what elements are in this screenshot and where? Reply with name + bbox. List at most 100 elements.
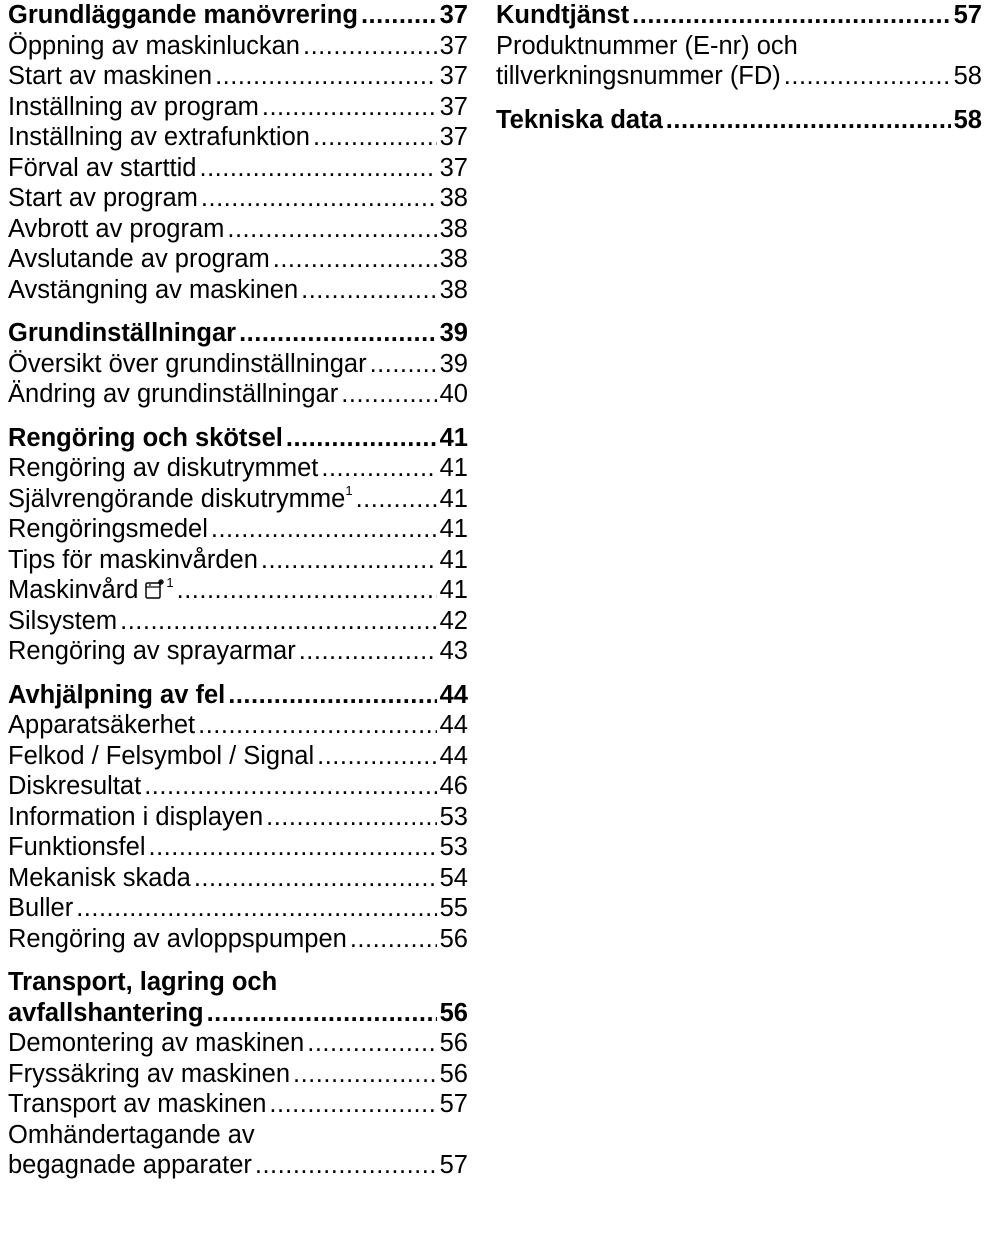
toc-heading-label: Grundläggande manövrering (8, 1, 358, 29)
toc-entry[interactable]: Start av program 38 (8, 183, 468, 214)
toc-entry-line: Produktnummer (E-nr) och (496, 31, 798, 60)
toc-entry[interactable]: Apparatsäkerhet 44 (8, 710, 468, 741)
toc-entry[interactable]: Förval av starttid 37 (8, 153, 468, 184)
toc-entry[interactable]: Inställning av extrafunktion 37 (8, 122, 468, 153)
toc-entry[interactable]: Rengöringsmedel 41 (8, 514, 468, 545)
toc-entry[interactable]: Inställning av program 37 (8, 92, 468, 123)
toc-page-number: 41 (439, 454, 468, 482)
toc-entry[interactable]: Demontering av maskinen 56 (8, 1028, 468, 1059)
toc-entry[interactable]: Översikt över grundinställningar 39 (8, 349, 468, 380)
toc-entry-label: Självrengörande diskutrymme (8, 484, 346, 513)
toc-heading[interactable]: Tekniska data 58 (496, 105, 982, 136)
toc-entry[interactable]: Rengöring av diskutrymmet 41 (8, 453, 468, 484)
toc-section-transport: Transport, lagring och avfallshantering … (8, 967, 468, 1181)
toc-entry-label: Fryssäkring av maskinen (8, 1059, 291, 1088)
toc-entry[interactable]: Ändring av grundinställningar 40 (8, 379, 468, 410)
toc-heading[interactable]: Avhjälpning av fel 44 (8, 680, 468, 711)
leader-dots (301, 275, 437, 306)
toc-heading[interactable]: Kundtjänst 57 (496, 0, 982, 31)
toc-page-number: 53 (439, 833, 468, 861)
toc-entry[interactable]: Tips för maskinvården 41 (8, 545, 468, 576)
toc-entry[interactable]: Mekanisk skada 54 (8, 863, 468, 894)
toc-heading[interactable]: avfallshantering 56 (8, 998, 468, 1029)
toc-heading[interactable]: Grundinställningar 39 (8, 318, 468, 349)
leader-dots (632, 0, 950, 31)
leader-dots (194, 863, 437, 894)
toc-entry[interactable]: Avslutande av program 38 (8, 244, 468, 275)
leader-dots (350, 924, 437, 955)
toc-entry[interactable]: Buller 55 (8, 893, 468, 924)
toc-page-number: 44 (439, 711, 468, 739)
toc-entry[interactable]: Rengöring av avloppspumpen 56 (8, 924, 468, 955)
leader-dots (144, 771, 436, 802)
leader-dots (286, 423, 437, 454)
toc-page-number: 37 (439, 62, 468, 90)
toc-section-technical-data: Tekniska data 58 (496, 105, 982, 136)
toc-entry-label: Information i displayen (8, 802, 264, 831)
toc-page-number: 44 (439, 680, 468, 709)
leader-dots (198, 710, 437, 741)
toc-entry[interactable]: Avbrott av program 38 (8, 214, 468, 245)
toc-page-number: 38 (439, 275, 468, 304)
toc-entry[interactable]: Rengöring av sprayarmar 43 (8, 636, 468, 667)
leader-dots (784, 61, 951, 92)
toc-entry-label: Demontering av maskinen (8, 1029, 305, 1057)
toc-heading-label: Tekniska data (496, 105, 663, 134)
toc-page-number: 37 (439, 31, 468, 60)
toc-entry[interactable]: begagnade apparater 57 (8, 1150, 468, 1181)
leader-dots (262, 92, 437, 123)
leader-dots (149, 832, 437, 863)
toc-entry[interactable]: Information i displayen 53 (8, 802, 468, 833)
toc-entry-label: Rengöringsmedel (8, 515, 208, 543)
toc-page-number: 55 (439, 894, 468, 922)
toc-heading-line: Transport, lagring och (8, 968, 278, 996)
toc-page-number: 41 (439, 576, 468, 604)
toc-entry[interactable]: Maskinvård 1 41 (8, 575, 468, 606)
toc-page-number: 41 (439, 515, 468, 543)
leader-dots (255, 1150, 437, 1181)
toc-entry[interactable]: Självrengörande diskutrymme1 41 (8, 484, 468, 515)
toc-entry-label: Avbrott av program (8, 214, 225, 243)
toc-entry[interactable]: Öppning av maskinluckan 37 (8, 31, 468, 62)
toc-entry[interactable]: Silsystem 42 (8, 606, 468, 637)
toc-entry[interactable]: Funktionsfel 53 (8, 832, 468, 863)
toc-heading[interactable]: Grundläggande manövrering 37 (8, 0, 468, 31)
leader-dots (177, 575, 437, 606)
toc-page-number: 37 (439, 1, 468, 29)
toc-entry-label: Översikt över grundinställningar (8, 349, 367, 378)
toc-page-number: 57 (439, 1151, 468, 1179)
toc-heading-label: Avhjälpning av fel (8, 680, 226, 709)
toc-page-number: 56 (439, 1029, 468, 1057)
leader-dots (356, 484, 437, 515)
leader-dots (273, 244, 437, 275)
toc-entry-label: Inställning av program (8, 92, 259, 121)
toc-page-number: 40 (439, 380, 468, 408)
toc-entry[interactable]: Fryssäkring av maskinen 56 (8, 1059, 468, 1090)
toc-page-number: 38 (439, 184, 468, 212)
toc-page-number: 46 (439, 772, 468, 800)
leader-dots (666, 105, 951, 136)
toc-heading[interactable]: Rengöring och skötsel 41 (8, 423, 468, 454)
toc-entry[interactable]: Avstängning av maskinen 38 (8, 275, 468, 306)
toc-page-number: 41 (439, 484, 468, 513)
machine-care-icon (145, 579, 165, 599)
toc-entry-label: Rengöring av diskutrymmet (8, 454, 319, 482)
toc-entry-label: Start av program (8, 184, 198, 212)
toc-entry[interactable]: tillverkningsnummer (FD) 58 (496, 61, 982, 92)
toc-entry[interactable]: Transport av maskinen 57 (8, 1089, 468, 1120)
leader-dots (120, 606, 437, 637)
toc-entry-label: Inställning av extrafunktion (8, 123, 310, 151)
toc-entry-label: Mekanisk skada (8, 863, 191, 892)
leader-dots (313, 122, 437, 153)
toc-entry[interactable]: Diskresultat 46 (8, 771, 468, 802)
leader-dots (269, 1089, 436, 1120)
leader-dots (228, 680, 436, 711)
toc-entry-label: Transport av maskinen (8, 1090, 267, 1118)
toc-entry[interactable]: Start av maskinen 37 (8, 61, 468, 92)
toc-section-basic-operation: Grundläggande manövrering 37 Öppning av … (8, 0, 468, 305)
leader-dots (361, 0, 437, 31)
leader-dots (317, 741, 437, 772)
leader-dots (370, 349, 437, 380)
toc-page-number: 56 (439, 998, 468, 1027)
toc-entry[interactable]: Felkod / Felsymbol / Signal 44 (8, 741, 468, 772)
